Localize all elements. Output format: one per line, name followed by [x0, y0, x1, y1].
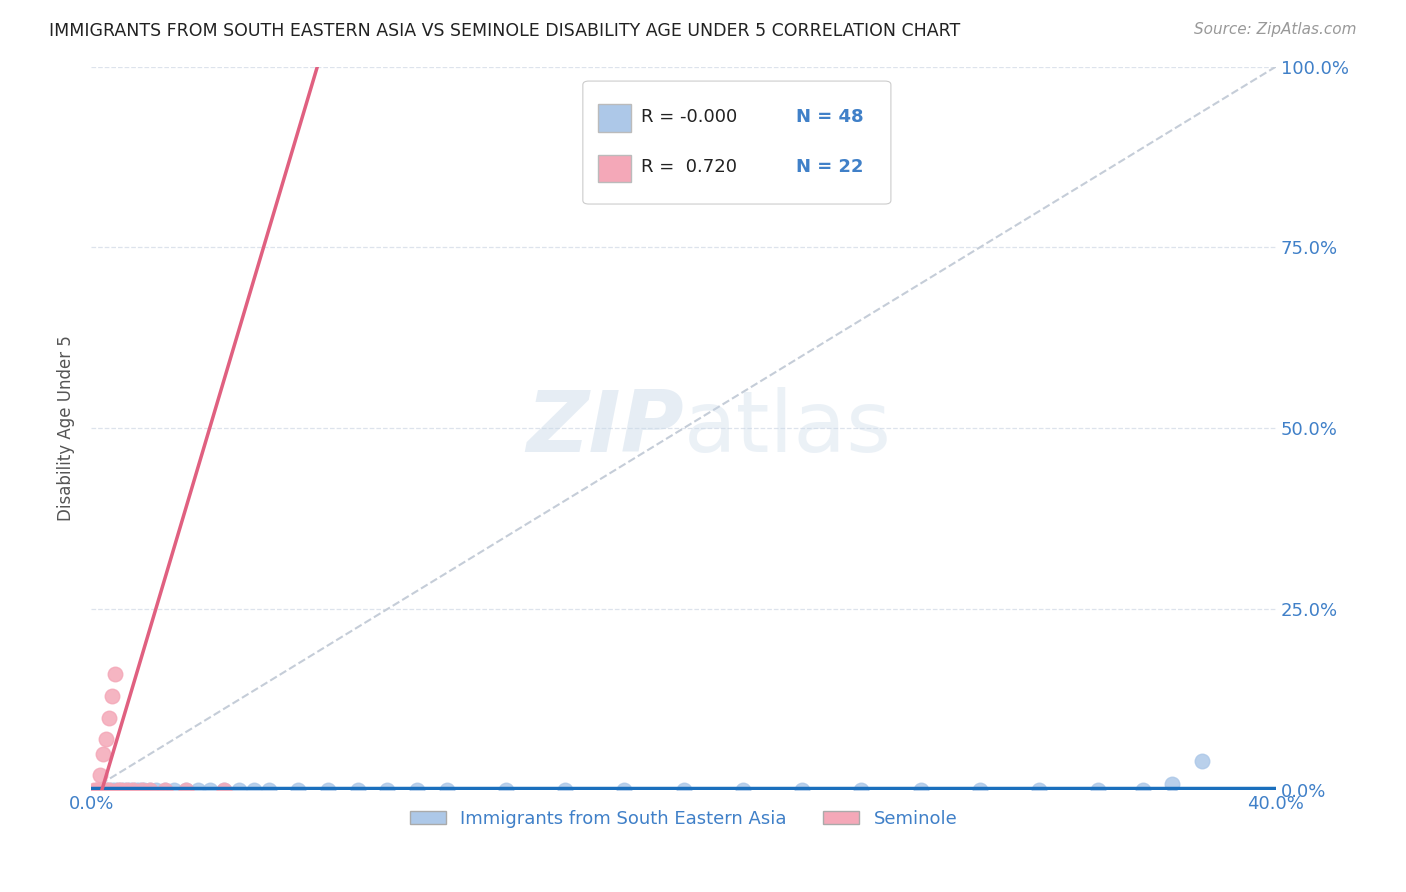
Point: [969, 783, 991, 797]
FancyBboxPatch shape: [598, 104, 631, 132]
Point: [287, 783, 309, 797]
Point: [1132, 783, 1154, 797]
Point: [672, 783, 695, 797]
Point: [243, 783, 266, 797]
Point: [107, 783, 129, 797]
Point: [257, 783, 280, 797]
Point: [851, 783, 873, 797]
Point: [790, 783, 813, 797]
Point: [101, 689, 124, 703]
Point: [86, 783, 108, 797]
Point: [145, 783, 167, 797]
Point: [131, 783, 153, 797]
Point: [101, 783, 124, 797]
Point: [406, 783, 429, 797]
Point: [436, 783, 458, 797]
Point: [495, 783, 517, 797]
Point: [91, 783, 114, 797]
FancyBboxPatch shape: [583, 81, 891, 204]
Legend: Immigrants from South Eastern Asia, Seminole: Immigrants from South Eastern Asia, Semi…: [402, 803, 965, 835]
Point: [174, 783, 197, 797]
Point: [104, 667, 127, 681]
Point: [346, 783, 368, 797]
Text: N = 48: N = 48: [796, 108, 863, 126]
Point: [139, 783, 162, 797]
Point: [94, 783, 117, 797]
Point: [97, 783, 120, 797]
Point: [89, 783, 111, 797]
Point: [118, 783, 141, 797]
Point: [89, 783, 111, 797]
Point: [110, 783, 132, 797]
Point: [97, 783, 120, 797]
Point: [91, 783, 114, 797]
Point: [94, 732, 117, 747]
Point: [97, 710, 120, 724]
Point: [139, 783, 162, 797]
Point: [214, 783, 236, 797]
Point: [83, 783, 105, 797]
Point: [1161, 777, 1184, 791]
Point: [910, 783, 932, 797]
Point: [134, 783, 156, 797]
Point: [107, 783, 129, 797]
Text: Source: ZipAtlas.com: Source: ZipAtlas.com: [1194, 22, 1357, 37]
Point: [1087, 783, 1109, 797]
Point: [731, 783, 754, 797]
Point: [112, 783, 135, 797]
Point: [174, 783, 197, 797]
Point: [153, 783, 176, 797]
Point: [128, 783, 150, 797]
Point: [94, 783, 117, 797]
Point: [228, 783, 250, 797]
Point: [86, 783, 108, 797]
Point: [316, 783, 339, 797]
Point: [124, 783, 146, 797]
Point: [1028, 783, 1050, 797]
Point: [214, 783, 236, 797]
Point: [104, 783, 127, 797]
Text: IMMIGRANTS FROM SOUTH EASTERN ASIA VS SEMINOLE DISABILITY AGE UNDER 5 CORRELATIO: IMMIGRANTS FROM SOUTH EASTERN ASIA VS SE…: [49, 22, 960, 40]
Point: [613, 783, 636, 797]
Text: ZIP: ZIP: [526, 387, 683, 470]
Point: [187, 783, 209, 797]
Point: [198, 783, 221, 797]
Point: [110, 783, 132, 797]
FancyBboxPatch shape: [598, 155, 631, 182]
Y-axis label: Disability Age Under 5: Disability Age Under 5: [58, 335, 75, 521]
Point: [115, 783, 138, 797]
Point: [153, 783, 176, 797]
Point: [1191, 754, 1213, 768]
Point: [163, 783, 186, 797]
Point: [121, 783, 143, 797]
Point: [89, 768, 111, 782]
Text: R =  0.720: R = 0.720: [641, 158, 737, 176]
Point: [131, 783, 153, 797]
Point: [554, 783, 576, 797]
Point: [91, 747, 114, 761]
Text: N = 22: N = 22: [796, 158, 863, 176]
Text: R = -0.000: R = -0.000: [641, 108, 737, 126]
Point: [377, 783, 399, 797]
Point: [86, 783, 108, 797]
Point: [121, 783, 143, 797]
Text: atlas: atlas: [683, 387, 891, 470]
Point: [115, 783, 138, 797]
